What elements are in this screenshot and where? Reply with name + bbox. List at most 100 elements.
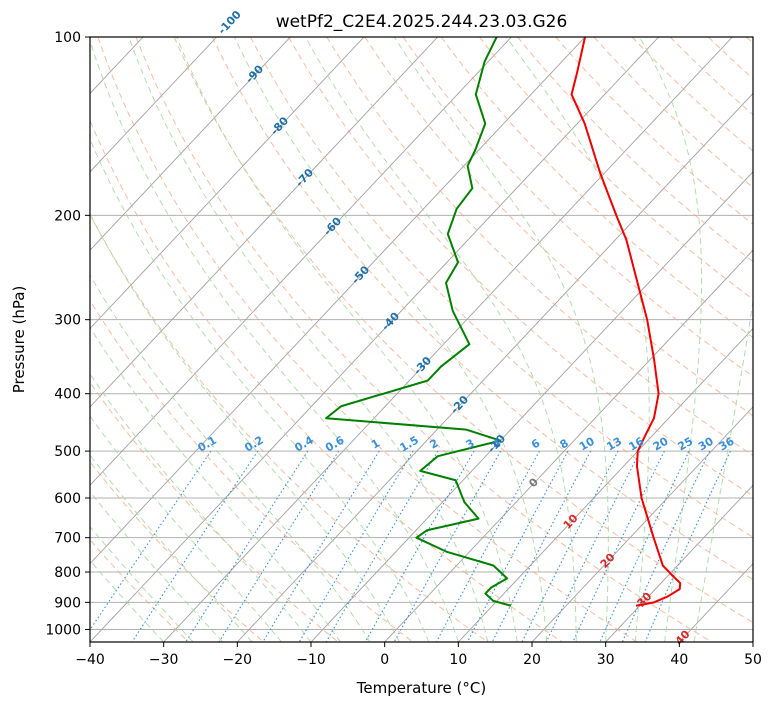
y-tick-label: 400 <box>54 387 81 403</box>
moist-adiabat-line <box>90 454 253 642</box>
moist-adiabat-line <box>693 297 753 642</box>
dry-adiabat-line <box>90 299 414 642</box>
mixing-ratio-line <box>435 450 540 642</box>
mixing-ratio-line <box>325 450 439 642</box>
isotherm-line <box>679 562 753 642</box>
isotherm-line <box>90 37 586 565</box>
mixing-ratio-line <box>621 450 711 642</box>
isotherm-line <box>90 37 218 173</box>
dry-adiabat-line <box>135 37 712 642</box>
x-tick-label: −10 <box>296 652 326 668</box>
moist-adiabat-line <box>90 326 341 642</box>
dry-adiabat-line <box>708 37 753 80</box>
isotherm-line <box>90 37 660 642</box>
dry-adiabat-line <box>364 37 753 417</box>
moist-adiabat-line <box>176 37 518 642</box>
x-tick-label: −20 <box>223 652 253 668</box>
isotherm-line <box>458 327 753 642</box>
x-axis-label: Temperature (°C) <box>356 679 486 697</box>
x-tick-label: 0 <box>380 652 389 668</box>
mixing-ratio-line <box>393 450 502 642</box>
dry-adiabat-line <box>173 37 753 624</box>
chart-title: wetPf2_C2E4.2025.244.23.03.G26 <box>276 12 568 32</box>
isotherm-line <box>384 249 753 642</box>
x-tick-label: 40 <box>670 652 688 668</box>
y-tick-label: 500 <box>54 444 81 460</box>
mixing-ratio-line <box>218 450 340 642</box>
mixing-ratio-line <box>467 450 569 642</box>
moist-adiabat-line <box>90 212 400 642</box>
mixing-ratio-label: 1 <box>369 437 382 452</box>
y-tick-label: 300 <box>54 313 81 329</box>
moist-adiabat-line <box>393 37 609 642</box>
dry-adiabat-line <box>90 538 190 642</box>
dry-adiabat-line <box>326 37 753 457</box>
moist-adiabat-line <box>90 39 459 642</box>
isotherm-line <box>752 641 753 642</box>
mixing-ratio-label: 8 <box>558 437 571 452</box>
moist-adiabat-line <box>505 37 650 642</box>
dry-adiabat-line <box>97 37 638 642</box>
y-tick-label: 800 <box>54 565 81 581</box>
mixing-ratio-line <box>572 450 665 642</box>
isotherm-line <box>605 484 753 642</box>
y-tick-label: 900 <box>54 595 81 611</box>
x-tick-label: 20 <box>523 652 541 668</box>
dry-adiabat-line <box>211 37 753 581</box>
mixing-ratio-line <box>364 450 475 642</box>
mixing-ratio-line <box>131 450 259 642</box>
x-tick-label: 30 <box>597 652 615 668</box>
mixing-ratio-line <box>599 450 690 642</box>
x-tick-label: 10 <box>449 652 467 668</box>
axes: −40 −30 −20 −10 0 10 20 30 40 50 100 200 300 400 500 60… <box>45 30 762 668</box>
x-tick-label: −40 <box>75 652 105 668</box>
y-axis-label: Pressure (hPa) <box>10 286 28 394</box>
dry-adiabat-line <box>440 37 753 339</box>
dry-adiabat-line <box>402 37 753 377</box>
y-tick-label: 1000 <box>45 622 81 638</box>
y-tick-label: 600 <box>54 491 81 507</box>
mixing-ratio-line <box>90 450 212 631</box>
moist-adiabat-line <box>90 525 194 642</box>
mixing-ratio-line <box>491 450 592 642</box>
dry-adiabat-line <box>90 381 339 642</box>
temperature-profile-line <box>570 37 682 607</box>
isotherm-line <box>90 37 365 330</box>
moist-adiabat-line <box>90 137 430 642</box>
isotherm-line <box>90 37 439 408</box>
mixing-ratio-label: 2 <box>427 437 440 452</box>
dewpoint-profile-line <box>325 37 512 607</box>
dry-adiabat-line <box>90 119 563 642</box>
mixing-ratio-label: 6 <box>529 436 542 451</box>
data-series <box>325 37 682 607</box>
line-labels: 0.1 0.2 0.4 0.6 1 1.5 2 3 4 6 8 10 13 16 20 25 30 36-100-… <box>196 8 737 648</box>
isotherm-line <box>163 37 733 642</box>
isotherm-label: -100 <box>215 8 244 37</box>
plot-frame <box>89 36 754 643</box>
dry-adiabat-line <box>90 213 488 642</box>
y-tick-label: 700 <box>54 531 81 547</box>
dry-adiabat-line <box>479 37 753 300</box>
dry-adiabat-line <box>593 37 753 189</box>
dry-adiabat-line <box>746 37 753 44</box>
isotherm-line <box>237 92 753 642</box>
dry-adiabat-line <box>90 461 264 642</box>
moist-adiabat-line <box>90 373 312 642</box>
mixing-ratio-line <box>262 450 380 642</box>
mixing-ratio-line <box>298 450 414 642</box>
mixing-ratio-line <box>644 450 731 642</box>
moist-adiabat-line <box>90 274 371 642</box>
x-tick-label: 50 <box>744 652 762 668</box>
isotherm-line <box>531 406 753 642</box>
mixing-ratio-line <box>185 450 309 642</box>
moist-adiabat-line <box>233 37 548 642</box>
moist-adiabat-line <box>304 37 577 642</box>
moist-adiabat-line <box>90 415 282 642</box>
dry-adiabat-line <box>669 37 753 116</box>
isotherm-line <box>90 37 512 486</box>
background-lines <box>90 37 753 642</box>
moist-adiabat-line <box>638 37 703 642</box>
isotherm-line <box>310 171 753 642</box>
